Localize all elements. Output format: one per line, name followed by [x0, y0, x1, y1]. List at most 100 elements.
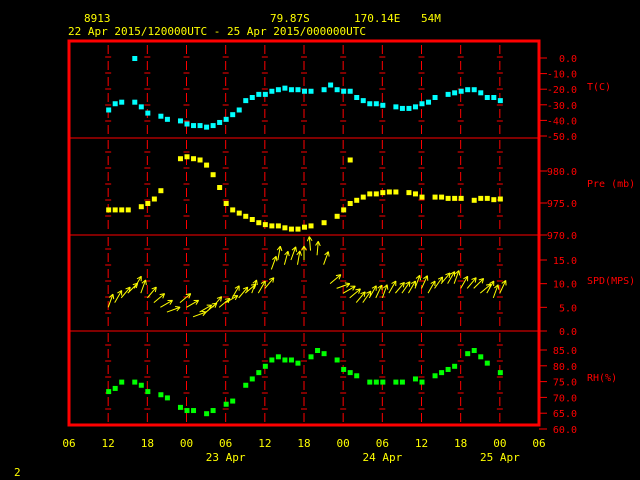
relative_humidity-point [243, 382, 249, 388]
temperature-point [236, 107, 242, 113]
wind-arrow [349, 288, 361, 299]
temperature-point [478, 90, 484, 96]
temperature-point [367, 101, 373, 107]
temperature-point [341, 88, 347, 94]
temperature-point [497, 98, 503, 104]
relative_humidity-point [497, 370, 503, 376]
temperature-point [269, 88, 275, 94]
temperature-point [191, 123, 197, 129]
relative_humidity-point [184, 408, 190, 414]
x-tick-label: 00 [337, 437, 350, 450]
wind-arrow [251, 279, 258, 294]
relative_humidity-point [269, 357, 275, 363]
wind-arrow [166, 306, 181, 313]
relative_humidity-point [256, 370, 262, 376]
temperature-point [288, 87, 294, 93]
wind-arrow [381, 284, 389, 299]
relative_humidity-point [230, 398, 236, 404]
y-tick-label: 980.0 [547, 167, 577, 178]
wind-arrow [342, 285, 356, 294]
relative_humidity-point [419, 379, 425, 385]
wind-arrow [401, 281, 411, 294]
wind-arrow [160, 299, 173, 308]
x-tick-label: 00 [493, 437, 506, 450]
pressure-point [484, 195, 490, 201]
wind-arrow [408, 280, 416, 294]
wind-arrow [231, 285, 240, 299]
temperature-point [164, 116, 170, 122]
x-tick-label: 18 [454, 437, 467, 450]
pressure-point [177, 156, 183, 162]
relative_humidity-point [393, 379, 399, 385]
relative_humidity-point [191, 408, 197, 414]
x-tick-label: 06 [62, 437, 75, 450]
relative_humidity-point [367, 379, 373, 385]
wind-arrow [270, 255, 278, 270]
pressure-point [269, 223, 275, 229]
pressure-point [262, 222, 268, 228]
pressure-point [249, 217, 255, 222]
pressure-point [347, 201, 353, 206]
pressure-point [223, 201, 229, 206]
relative_humidity-point [282, 357, 288, 363]
y-tick-label: 10.0 [553, 280, 577, 291]
temperature-point [197, 123, 203, 129]
longitude: 170.14E [354, 12, 400, 25]
pressure-point [386, 189, 392, 195]
relative_humidity-point [465, 351, 471, 357]
pressure-point [406, 190, 412, 196]
relative_humidity-point [412, 376, 418, 382]
relative_humidity-point [347, 370, 353, 376]
wind-arrow [323, 251, 330, 265]
y-tick-label: 85.0 [553, 346, 577, 357]
temperature-point [177, 118, 183, 124]
relative_humidity-point [119, 379, 125, 385]
wind-arrow [315, 241, 321, 256]
wind-arrow [486, 280, 495, 294]
pressure-point [367, 191, 373, 197]
pressure-point [145, 201, 151, 206]
temperature-point [132, 99, 138, 105]
panel-label: SPD(MPS) [587, 276, 635, 287]
temperature-point [426, 99, 432, 105]
temperature-point [223, 116, 229, 122]
x-tick-label: 18 [297, 437, 310, 450]
temperature-point [184, 121, 190, 127]
temperature-point [158, 113, 164, 119]
temperature-point [132, 56, 138, 61]
temperature-point [321, 87, 327, 93]
pressure-point [302, 224, 307, 230]
y-tick-label: 65.0 [553, 409, 577, 420]
temperature-point [491, 95, 497, 100]
temperature-point [230, 112, 236, 118]
relative_humidity-point [341, 366, 347, 372]
pressure-point [210, 172, 216, 178]
y-tick-label: -50.0 [547, 132, 577, 143]
pressure-point [282, 225, 288, 231]
wind-arrow [146, 286, 157, 299]
relative_humidity-point [177, 404, 183, 410]
wind-arrow [107, 293, 115, 308]
wind-arrow [306, 236, 313, 251]
relative_humidity-point [288, 357, 294, 363]
relative_humidity-point [106, 389, 112, 395]
relative_humidity-point [439, 370, 445, 376]
panel-label: RH(%) [587, 373, 617, 384]
temperature-point [138, 104, 144, 110]
relative_humidity-point [471, 348, 477, 353]
pressure-point [452, 195, 458, 201]
temperature-point [465, 87, 471, 93]
relative_humidity-point [399, 379, 405, 385]
relative_humidity-point [354, 373, 360, 379]
x-tick-label: 12 [415, 437, 428, 450]
relative_humidity-point [164, 395, 170, 401]
relative_humidity-point [132, 379, 138, 385]
y-tick-label: -10.0 [547, 70, 577, 81]
relative_humidity-point [145, 389, 151, 395]
temperature-point [399, 105, 405, 111]
pressure-point [360, 194, 366, 200]
x-date-label: 23 Apr [206, 451, 246, 464]
y-tick-label: 975.0 [547, 199, 577, 210]
pressure-point [334, 213, 340, 219]
pressure-point [412, 191, 418, 197]
